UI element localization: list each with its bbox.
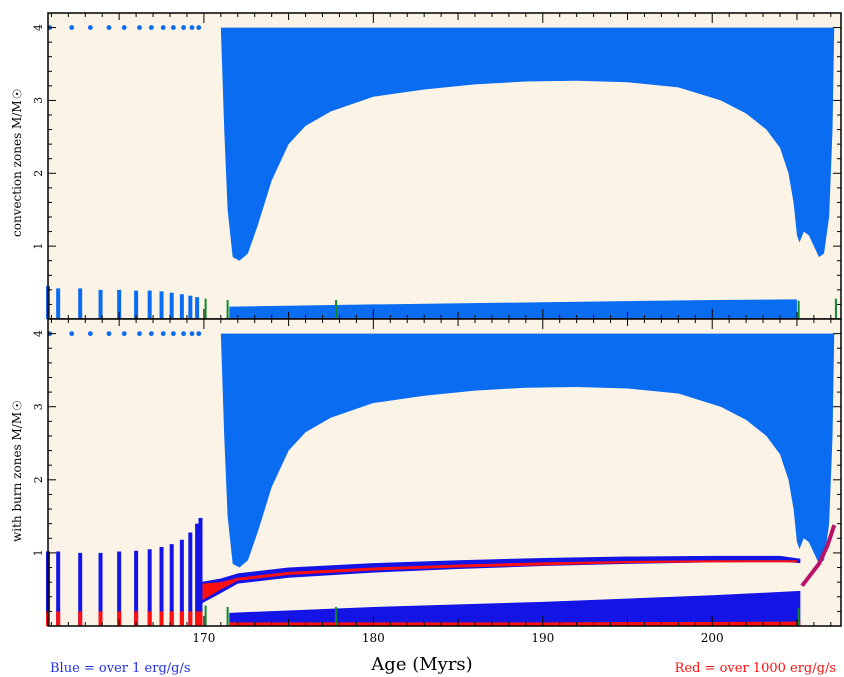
top-y-tick-label: 3	[32, 97, 45, 104]
x-tick-label: 170	[192, 631, 215, 645]
top-top-dot	[170, 25, 176, 30]
bottom-core-red	[229, 621, 801, 626]
x-tick-label: 200	[701, 631, 724, 645]
x-tick-label: 180	[362, 631, 385, 645]
bottom-envelope-convection-zone	[220, 333, 835, 568]
top-top-dot	[69, 25, 75, 30]
bottom-top-dot	[189, 331, 195, 337]
bottom-top-dot	[87, 331, 93, 337]
bottom-top-dot	[69, 331, 75, 337]
top-y-axis-label: convection zones M/M☉	[10, 86, 24, 238]
top-y-tick-label: 1	[32, 243, 45, 250]
bottom-top-dot	[137, 331, 142, 337]
top-top-dot	[121, 25, 127, 30]
bottom-y-axis-label: with burn zones M/M☉	[10, 397, 24, 543]
top-y-tick-label: 2	[32, 170, 45, 177]
top-y-tick-label: 4	[32, 24, 45, 31]
top-core-convection-zone	[229, 299, 797, 319]
bottom-core-blue	[229, 590, 801, 626]
blue-legend-note: Blue = over 1 erg/g/s	[50, 661, 191, 676]
bottom-plot-frame	[47, 318, 842, 627]
bottom-top-dot	[181, 331, 186, 337]
bottom-late-burn-zone	[800, 524, 837, 588]
bottom-y-tick-label: 4	[32, 330, 45, 337]
bottom-burn-shell-red	[202, 560, 797, 601]
top-top-dot	[189, 25, 195, 30]
bottom-y-tick-label: 1	[32, 549, 45, 556]
bottom-y-tick-label: 2	[32, 476, 45, 483]
top-top-dot	[137, 25, 142, 30]
bottom-burn-shell-blue	[200, 555, 801, 605]
top-top-dot	[181, 25, 186, 30]
top-envelope-convection-zone	[220, 27, 835, 261]
bottom-y-tick-label: 3	[32, 403, 45, 410]
bottom-top-dot	[170, 331, 176, 337]
x-axis-label: Age (Myrs)	[371, 654, 473, 675]
top-top-dot	[148, 25, 154, 30]
bottom-top-dot	[160, 331, 166, 337]
top-top-dot	[196, 25, 202, 30]
top-top-dot	[87, 25, 93, 30]
bottom-top-dot	[106, 331, 112, 337]
bottom-top-dot	[148, 331, 154, 337]
top-top-dot	[160, 25, 166, 30]
x-tick-label: 190	[531, 631, 554, 645]
red-legend-note: Red = over 1000 erg/g/s	[674, 661, 836, 676]
bottom-top-dot	[121, 331, 127, 337]
bottom-top-dot	[196, 331, 202, 337]
top-top-dot	[106, 25, 112, 30]
